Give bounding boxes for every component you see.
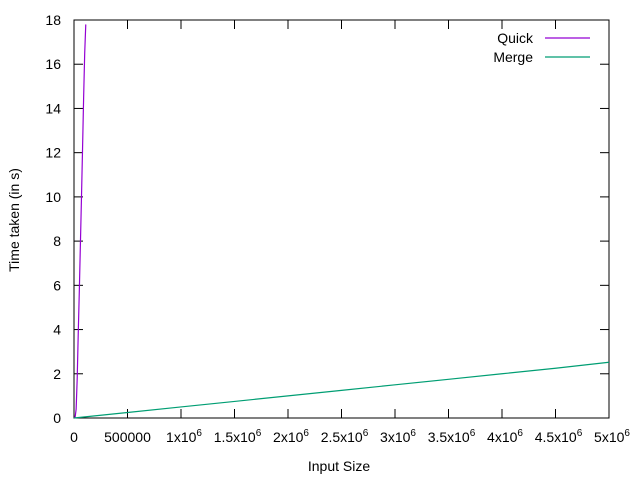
y-tick-label: 4 [53,322,61,338]
series-line-merge [73,361,610,419]
legend-label: Quick [497,30,534,46]
x-axis: 0 500000 1x106 1.5x106 2x106 2.5x106 3x106 3.5x… [70,20,630,445]
x-tick-label: 0 [70,429,78,445]
y-tick-label: 6 [53,277,61,293]
y-tick-label: 10 [45,189,61,205]
x-tick-label: 2x106 [273,428,309,445]
x-tick-label: 3.5x106 [428,428,476,445]
y-tick-label: 18 [45,12,61,28]
x-tick-label: 3x106 [380,428,416,445]
x-tick-label: 1x106 [166,428,202,445]
legend-label: Merge [493,49,533,65]
x-tick-label: 4x106 [487,428,523,445]
y-axis: 0 2 4 6 8 10 12 14 16 18 [45,12,609,426]
x-tick-label: 5x106 [594,428,630,445]
x-tick-label: 4.5x106 [535,428,583,445]
x-tick-label: 1.5x106 [214,428,262,445]
y-axis-label: Time taken (in s) [6,168,22,272]
y-tick-label: 8 [53,233,61,249]
x-tick-label: 2.5x106 [321,428,369,445]
y-tick-label: 12 [45,145,61,161]
series-line-quick [73,24,87,419]
legend: Quick Merge [493,30,590,65]
x-tick-label: 500000 [104,429,151,445]
y-tick-label: 2 [53,366,61,382]
series-group [73,24,610,419]
plot-frame [73,19,610,419]
y-tick-label: 0 [53,410,61,426]
x-axis-label: Input Size [308,458,370,474]
y-tick-label: 16 [45,56,61,72]
y-tick-label: 14 [45,100,61,116]
